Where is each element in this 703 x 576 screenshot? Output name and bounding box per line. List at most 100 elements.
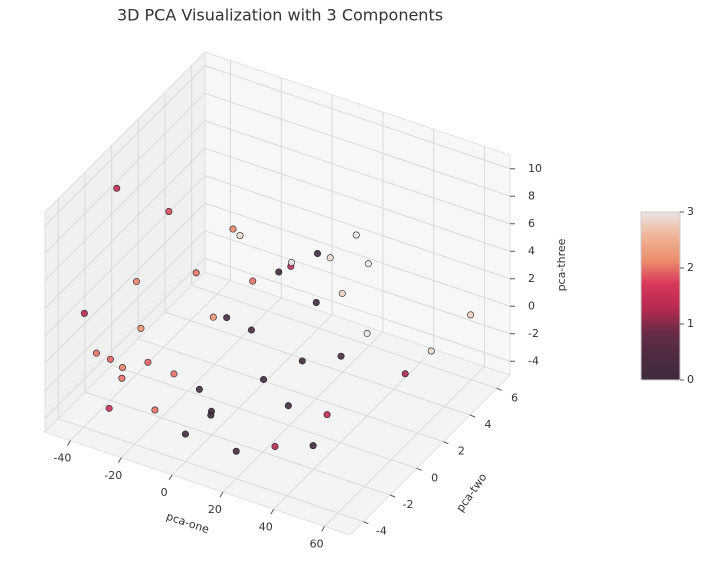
grid-line (204, 92, 511, 197)
y-tick-label: 0 (431, 471, 438, 484)
x-tick (321, 526, 326, 532)
y-tick-label: 2 (458, 445, 465, 458)
grid-line (44, 230, 206, 392)
colorbar-tick-label: 0 (687, 373, 694, 386)
x-tick (219, 491, 224, 498)
point (275, 268, 283, 276)
y-axis-label: pca-two (454, 471, 490, 515)
point (467, 311, 475, 319)
point (284, 402, 292, 410)
point (232, 447, 240, 455)
point (170, 370, 178, 378)
z-tick-label: -4 (528, 354, 539, 367)
x-tick (66, 440, 71, 446)
colorbar-tick-label: 2 (687, 261, 694, 274)
point (260, 375, 268, 383)
grid-line (204, 175, 511, 280)
point (80, 309, 88, 317)
grid-line (120, 297, 282, 459)
grid-line (204, 257, 511, 362)
point (144, 358, 152, 366)
point (165, 207, 173, 215)
point (364, 260, 372, 268)
grid-line (84, 391, 391, 496)
point (337, 352, 345, 360)
point (323, 411, 331, 419)
point (229, 225, 237, 233)
z-tick-label: 8 (528, 189, 535, 202)
grid-line (44, 65, 206, 227)
point (309, 442, 317, 450)
point (236, 232, 244, 240)
point (247, 326, 255, 334)
grid-line (138, 338, 444, 443)
y-tick (363, 521, 369, 525)
point (223, 314, 231, 322)
z-tick-label: 0 (528, 299, 535, 312)
z-tick-label: 4 (528, 244, 535, 257)
grid-line (58, 418, 364, 523)
z-tick-label: -2 (528, 327, 539, 340)
point (271, 442, 279, 450)
point (118, 374, 126, 382)
point (106, 355, 114, 363)
y-tick (496, 387, 502, 391)
grid-line (204, 120, 511, 225)
y-tick (443, 441, 449, 445)
point (119, 363, 127, 371)
x-tick (270, 508, 275, 515)
y-tick-label: -4 (376, 525, 387, 538)
grid-line (324, 366, 485, 527)
grid-line (44, 92, 206, 254)
point (352, 231, 360, 239)
grid-line (222, 331, 384, 493)
x-tick-label: -40 (53, 452, 71, 465)
z-tick-label: 6 (528, 217, 535, 230)
point (313, 250, 321, 258)
y-tick (469, 414, 476, 418)
grid-line (164, 311, 471, 416)
grid-line (204, 147, 511, 252)
point (92, 349, 100, 357)
grid-line (204, 65, 511, 170)
point (207, 411, 215, 419)
y-tick (389, 494, 396, 498)
z-tick-label: 10 (528, 162, 542, 175)
grid-line (111, 364, 417, 469)
x-tick-label: 20 (208, 503, 222, 516)
point (113, 184, 121, 192)
y-tick-label: 4 (485, 418, 492, 431)
x-tick-label: 40 (259, 520, 273, 533)
colorbar-tick-label: 1 (687, 317, 694, 330)
point (338, 289, 346, 297)
point (427, 347, 435, 355)
x-tick (117, 457, 122, 464)
grid-line (191, 284, 497, 389)
point (298, 357, 306, 365)
grid-line (44, 175, 206, 337)
point (287, 259, 295, 267)
point (137, 324, 145, 332)
chart-title: 3D PCA Visualization with 3 Components (117, 6, 443, 25)
x-axis-label: pca-one (165, 510, 211, 537)
point (249, 277, 257, 285)
colorbar-tick-label: 3 (687, 205, 694, 218)
x-tick-label: 0 (161, 486, 168, 499)
x-tick-label: -20 (104, 469, 122, 482)
colorbar (640, 211, 681, 381)
point (401, 370, 409, 378)
grid-line (44, 257, 206, 419)
point (326, 254, 334, 262)
y-tick (416, 467, 422, 471)
point (195, 385, 203, 393)
z-axis-label: pca-three (555, 238, 568, 291)
point (105, 404, 113, 412)
point (363, 329, 371, 337)
point (312, 298, 320, 306)
x-tick (168, 474, 173, 481)
y-tick-label: -2 (403, 498, 414, 511)
point (209, 313, 217, 321)
grid-line (44, 147, 206, 309)
x-tick-label: 60 (310, 537, 324, 550)
